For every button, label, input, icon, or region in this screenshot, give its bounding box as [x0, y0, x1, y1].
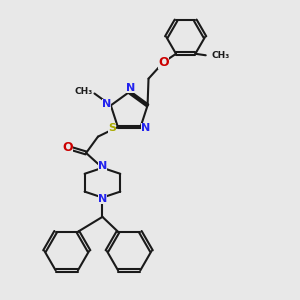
Text: CH₃: CH₃: [75, 87, 93, 96]
Text: N: N: [98, 194, 107, 204]
Text: N: N: [141, 124, 151, 134]
Text: N: N: [98, 161, 107, 171]
Text: N: N: [126, 82, 135, 93]
Text: O: O: [158, 56, 169, 69]
Text: CH₃: CH₃: [212, 51, 230, 60]
Text: O: O: [62, 141, 73, 154]
Text: S: S: [109, 124, 116, 134]
Text: N: N: [102, 99, 111, 109]
